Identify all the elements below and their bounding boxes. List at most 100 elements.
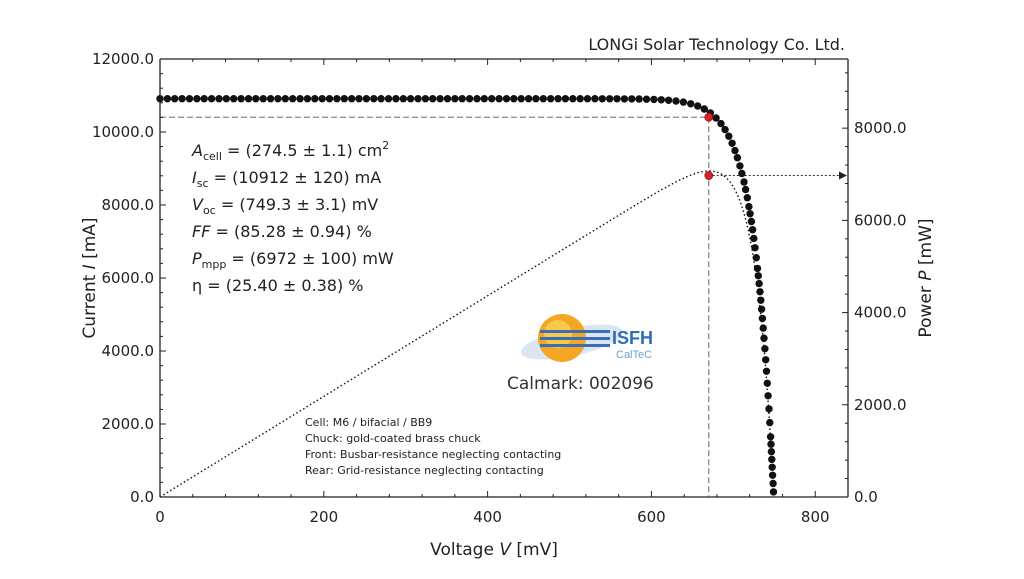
note-line: Cell: M6 / bifacial / BB9	[305, 416, 432, 429]
iv-point	[303, 95, 312, 103]
iv-point	[760, 334, 768, 342]
iv-point	[635, 95, 643, 103]
iv-point	[757, 296, 765, 304]
iv-point	[451, 95, 459, 103]
y-tick-label: 0.0	[130, 488, 154, 506]
logo-sun-core	[544, 320, 572, 348]
iv-point	[171, 95, 179, 103]
iv-point	[517, 95, 525, 103]
iv-point	[318, 95, 326, 103]
iv-point	[765, 405, 773, 413]
logo-stripe	[540, 344, 610, 347]
iv-point	[672, 97, 680, 105]
iv-point	[370, 95, 378, 103]
x-axis-title: Voltage V [mV]	[430, 540, 558, 560]
iv-point	[613, 95, 621, 103]
iv-point	[193, 95, 201, 103]
iv-point	[384, 95, 393, 103]
iv-point	[664, 96, 673, 105]
iv-point	[473, 95, 481, 103]
iv-point	[392, 95, 400, 103]
y-tick-label: 6000.0	[102, 269, 155, 287]
iv-point	[731, 146, 739, 155]
x-tick-label: 400	[473, 508, 502, 526]
iv-point	[736, 162, 744, 170]
parameter-line: Pmpp = (6972 ± 100) mW	[192, 249, 394, 271]
note-line: Chuck: gold-coated brass chuck	[305, 432, 481, 445]
iv-point	[311, 95, 319, 103]
iv-point	[762, 367, 771, 375]
iv-point	[768, 463, 776, 471]
iv-point	[750, 234, 758, 243]
note-line: Rear: Grid-resistance neglecting contact…	[305, 464, 544, 477]
iv-point	[237, 95, 245, 103]
x-tick-label: 800	[801, 508, 830, 526]
iv-point	[598, 95, 606, 103]
iv-point	[752, 254, 760, 262]
iv-point	[406, 95, 415, 103]
iv-point	[767, 440, 775, 448]
iv-point	[694, 102, 702, 110]
iv-point	[524, 95, 533, 103]
iv-point	[768, 471, 777, 479]
iv-point	[421, 95, 430, 103]
iv-point	[178, 95, 186, 103]
iv-point	[743, 194, 751, 202]
mpp-power-arrow	[839, 171, 847, 180]
iv-point	[207, 95, 216, 103]
iv-point	[274, 95, 282, 103]
iv-point	[296, 95, 304, 103]
iv-point	[340, 95, 348, 103]
iv-point	[657, 96, 665, 104]
iv-point	[763, 379, 771, 387]
parameter-line: Voc = (749.3 ± 3.1) mV	[192, 195, 378, 217]
iv-point	[769, 479, 777, 488]
iv-point	[495, 95, 503, 103]
mpp-power-point	[704, 171, 714, 180]
iv-point	[576, 95, 584, 103]
iv-point	[163, 95, 172, 103]
iv-point	[620, 95, 629, 103]
iv-point	[200, 95, 208, 103]
parameter-line: FF = (85.28 ± 0.94) %	[192, 222, 372, 241]
company-name: LONGi Solar Technology Co. Ltd.	[588, 35, 845, 54]
x-tick-label: 600	[637, 508, 666, 526]
logo-sub: CalTeC	[616, 349, 652, 361]
iv-point	[766, 418, 774, 427]
isfh-logo: ISFH CalTeC	[521, 314, 653, 362]
y-tick-label: 12000.0	[92, 50, 154, 68]
iv-point	[725, 132, 733, 140]
iv-point	[733, 154, 742, 162]
iv-point	[728, 139, 736, 147]
iv-point	[436, 95, 444, 103]
axes: 0 200 400 600 8000.02000.04000.06000.08000.0…	[80, 50, 936, 560]
parameter-line: Isc = (10912 ± 120) mA	[192, 168, 381, 190]
y-tick-label: 2000.0	[102, 415, 155, 433]
iv-point	[348, 95, 356, 103]
iv-point	[712, 114, 720, 122]
y-tick-label: 8000.0	[102, 196, 155, 214]
iv-point	[333, 95, 341, 103]
iv-point	[758, 314, 767, 323]
iv-point	[747, 217, 756, 226]
iv-point	[642, 95, 651, 103]
iv-point	[650, 95, 658, 104]
iv-point	[583, 95, 592, 103]
y-tick-label: 10000.0	[92, 123, 154, 141]
y2-tick-label: 6000.0	[854, 211, 907, 229]
iv-point	[244, 95, 253, 103]
iv-point	[745, 202, 753, 211]
y2-axis-title: Power P [mW]	[916, 218, 936, 337]
iv-point	[700, 105, 708, 113]
plot-area	[156, 95, 847, 498]
iv-point	[628, 95, 636, 103]
iv-point	[591, 95, 599, 103]
logo-stripe	[540, 337, 610, 340]
iv-point	[751, 244, 759, 252]
iv-point	[769, 488, 778, 496]
iv-point	[738, 169, 746, 178]
iv-point	[764, 392, 772, 400]
iv-point	[480, 95, 488, 103]
logo-name: ISFH	[612, 328, 653, 348]
y2-tick-label: 0.0	[854, 488, 878, 506]
